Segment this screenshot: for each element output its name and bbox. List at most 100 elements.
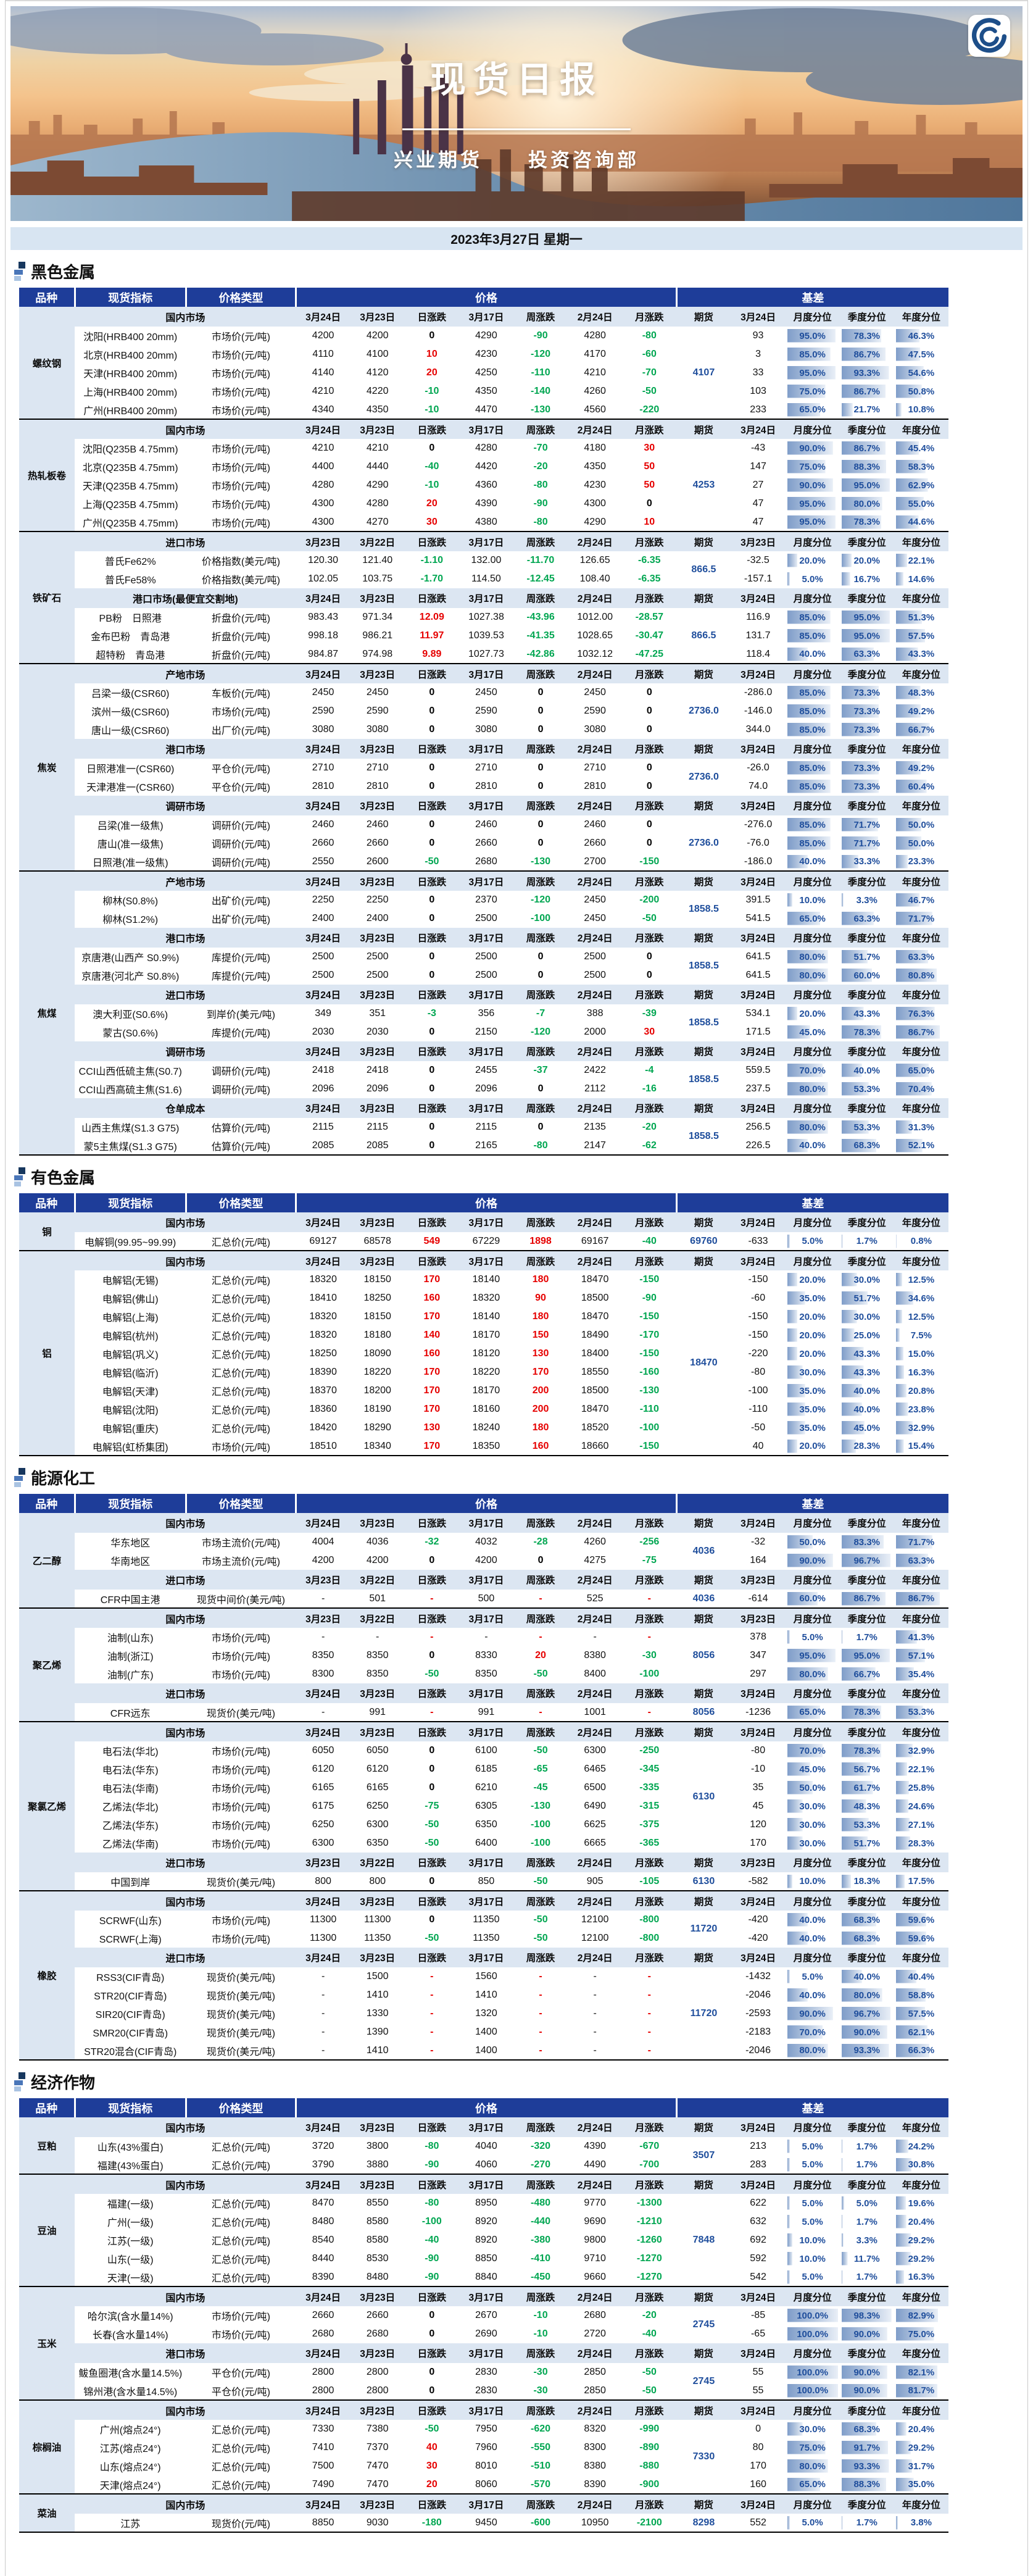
- price-cell: -50: [642, 2385, 657, 2396]
- price-type-cell: 库提价(元/吨): [211, 953, 270, 964]
- column-label: 3月17日: [458, 1853, 513, 1872]
- percentile-cell: 20.0%: [786, 1326, 840, 1344]
- percentile-cell: 1.7%: [840, 2137, 894, 2156]
- column-label: 周涨跌: [513, 307, 568, 327]
- indicator-cell: 滨州一级(CSR60): [91, 707, 170, 718]
- price-cell: -130: [531, 404, 551, 415]
- percentile-bar: 59.6%: [895, 1930, 947, 1946]
- column-label: 月度分位: [785, 1948, 840, 1967]
- price-cell: -1260: [636, 2235, 662, 2245]
- basis-cell: -76.0: [747, 838, 770, 848]
- percentile-bar: 65.0%: [787, 1704, 838, 1720]
- percentile-bar: 65.0%: [787, 2477, 838, 2492]
- percentile-bar: 65.0%: [787, 402, 838, 417]
- percentile-bar: 90.0%: [787, 440, 838, 456]
- percentile-cell: 58.8%: [894, 1986, 948, 2004]
- percentile-cell: 30.0%: [786, 1363, 840, 1382]
- percentile-cell: 43.3%: [894, 645, 948, 664]
- percentile-cell: 81.7%: [894, 2382, 948, 2400]
- column-label: 2月24日: [568, 1098, 623, 1118]
- basis-cell: 118.4: [746, 648, 770, 659]
- percentile-bar: 90.0%: [841, 2364, 892, 2380]
- data-row: 天津(一级) 汇总价(元/吨) 8390 8480 -90 8840 -450 9660 -12…: [19, 2268, 948, 2286]
- percentile-cell: 57.1%: [894, 1646, 948, 1665]
- percentile-bar: 1.7%: [841, 1629, 892, 1645]
- section-bullet-icon: [14, 2071, 25, 2093]
- percentile-cell: 12.5%: [894, 1307, 948, 1326]
- column-label: 年度分位: [894, 1212, 948, 1232]
- percentile-bar: 66.3%: [895, 2043, 947, 2058]
- price-cell: 2165: [475, 1140, 497, 1151]
- percentile-bar: 85.0%: [787, 685, 838, 701]
- section-title: 经济作物: [14, 2070, 1019, 2093]
- price-cell: -50: [425, 1669, 439, 1679]
- percentile-bar: 40.0%: [787, 1912, 838, 1928]
- percentile-cell: 7.5%: [894, 1326, 948, 1344]
- report-body: 黑色金属 品种 现货指标 价格类型 价格 基差 螺纹钢 国内市场 3月24日 3月23日 日涨跌 3月…: [6, 260, 1027, 2533]
- price-cell: -120: [531, 349, 551, 359]
- price-cell: 18400: [581, 1348, 609, 1359]
- percentile-bar: 63.3%: [895, 949, 947, 965]
- percentile-bar: 86.7%: [841, 440, 892, 456]
- market-subheader-row: 铁矿石 进口市场 3月23日 3月22日 日涨跌 3月17日 周涨跌 2月24日 月涨跌 期货 3月…: [19, 531, 948, 664]
- indicator-cell: 天津(Q235B 4.75mm): [82, 481, 178, 492]
- column-label: 日涨跌: [404, 1513, 459, 1533]
- price-cell: 2850: [584, 2367, 606, 2377]
- market-label: 国内市场: [75, 307, 296, 327]
- percentile-bar: 53.3%: [841, 1081, 892, 1097]
- price-cell: 30: [426, 516, 438, 527]
- price-cell: 8440: [312, 2253, 334, 2264]
- indicator-cell: 电解铝(重庆): [102, 1424, 159, 1435]
- price-cell: 8350: [475, 1669, 497, 1679]
- price-cell: 3800: [366, 2141, 389, 2151]
- basis-cell: -582: [748, 1875, 768, 1886]
- data-row: SCRWF(上海) 市场价(元/吨) 11300 11350 -50 11350 -50 12…: [19, 1929, 948, 1948]
- percentile-bar: 57.5%: [895, 628, 947, 644]
- column-label: 年度分位: [894, 1890, 948, 1911]
- futures-price-cell: 4036: [692, 1546, 715, 1556]
- data-row: 乙烯法(华南) 市场价(元/吨) 6300 6350 -50 6400 -100 6665 -3…: [19, 1834, 948, 1853]
- indicator-cell: 乙烯法(华东): [102, 1821, 159, 1832]
- price-cell: 2810: [475, 781, 497, 791]
- basis-cell: 80: [752, 2442, 764, 2453]
- market-label: 国内市场: [75, 2286, 296, 2306]
- column-label: 3月23日: [296, 531, 351, 551]
- price-cell: 2810: [584, 781, 606, 791]
- price-type-cell: 市场价(元/吨): [211, 518, 270, 529]
- futures-price-cell: 1858.5: [688, 1017, 719, 1028]
- percentile-bar: 88.3%: [841, 2477, 892, 2492]
- data-row: 电石法(华东) 市场价(元/吨) 6120 6120 0 6185 -65 6465 -345-…: [19, 1760, 948, 1778]
- price-cell: 1410: [366, 1990, 389, 2000]
- data-row: 电解铜(99.95~99.99) 汇总价(元/吨) 69127 68578 549 672…: [19, 1232, 948, 1251]
- percentile-cell: 82.9%: [894, 2306, 948, 2325]
- price-cell: -10: [533, 2310, 548, 2320]
- price-type-cell: 汇总价(元/吨): [211, 2462, 270, 2473]
- column-label: 3月24日: [296, 419, 351, 439]
- percentile-bar: 60.4%: [895, 778, 947, 794]
- column-label: 3月24日: [296, 1948, 351, 1967]
- column-label: 3月24日: [731, 985, 786, 1004]
- price-cell: 170: [423, 1404, 441, 1414]
- price-cell: 1400: [475, 2027, 497, 2037]
- price-cell: -7: [536, 1008, 546, 1019]
- basis-cell: -60: [750, 1293, 766, 1303]
- column-label: 2月24日: [568, 1948, 623, 1967]
- price-cell: -250: [639, 1745, 660, 1756]
- price-cell: 69167: [581, 1235, 609, 1246]
- price-cell: -570: [531, 2478, 551, 2490]
- price-cell: 984.87: [308, 648, 339, 659]
- column-label: 月度分位: [785, 1853, 840, 1872]
- percentile-cell: 10.0%: [786, 891, 840, 909]
- price-type-cell: 汇总价(元/吨): [211, 2143, 270, 2153]
- percentile-cell: 35.0%: [786, 1382, 840, 1400]
- percentile-bar: 11.7%: [841, 2251, 892, 2267]
- column-label: 3月24日: [296, 663, 351, 683]
- column-label: 季度分位: [839, 2174, 894, 2194]
- report-title: 现货日报: [429, 60, 603, 100]
- column-label: 3月17日: [458, 2493, 513, 2514]
- percentile-cell: 80.0%: [840, 1986, 894, 2004]
- column-label: 日涨跌: [404, 870, 459, 891]
- column-label: 3月23日: [350, 1212, 405, 1232]
- price-cell: 18470: [581, 1274, 609, 1285]
- basis-cell: 344.0: [745, 724, 771, 735]
